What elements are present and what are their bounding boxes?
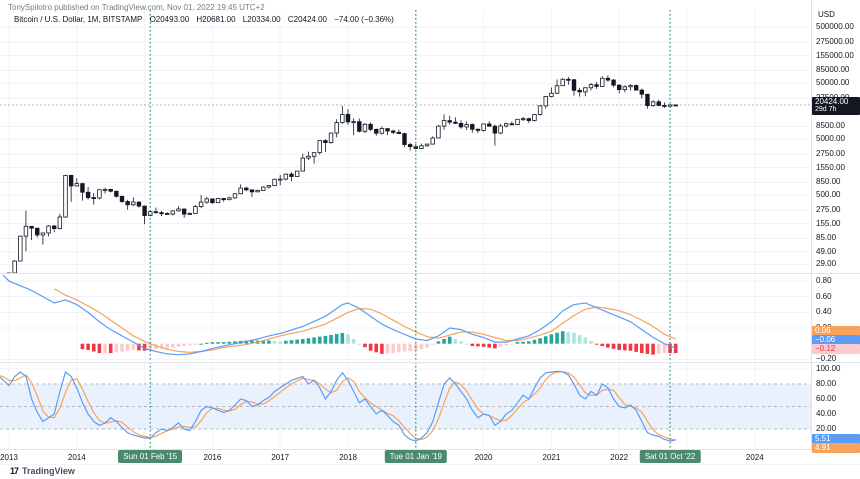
price-tick-label: 500000.00 [816, 22, 854, 32]
ohlc-close: C20424.00 [287, 15, 327, 24]
event-date-badge: Sun 01 Feb '15 [118, 450, 183, 463]
event-date-badge: Tue 01 Jan '19 [384, 450, 447, 463]
year-label-2018: 2018 [339, 453, 357, 462]
price-tick-label: 1550.00 [816, 162, 845, 172]
bar-countdown: 29d 7h [815, 106, 837, 113]
symbol-name: Bitcoin / U.S. Dollar, 1M, BITSTAMP [14, 15, 143, 24]
macd-tick-label: 0.40 [816, 307, 832, 317]
last-price-value: 20424.00 [815, 97, 849, 106]
macd-signal-value-badge: 0.06 [812, 326, 860, 336]
stoch-k-value-badge: 5.51 [812, 434, 860, 444]
price-tick-label: 155000.00 [816, 50, 854, 60]
price-tick-label: 500.00 [816, 190, 841, 200]
macd-signal-line [53, 288, 676, 353]
macd-pane [2, 275, 678, 356]
price-tick-label: 5000.00 [816, 134, 845, 144]
macd-tick-label: −0.20 [816, 354, 837, 364]
price-tick-label: 49.00 [816, 246, 837, 256]
stoch-tick-label: 100.00 [816, 364, 841, 373]
year-label-2014: 2014 [67, 453, 86, 462]
price-tick-label: 8500.00 [816, 121, 845, 131]
year-label-2022: 2022 [610, 453, 629, 462]
tradingview-logo-text: TradingView [22, 466, 75, 476]
pane-separators [0, 0, 860, 465]
price-tick-label: 155.00 [816, 218, 841, 228]
last-price-badge: 20424.00 29d 7h [812, 97, 860, 115]
price-axis-currency-label: USD [818, 10, 835, 19]
price-tick-label: 29.00 [816, 259, 837, 269]
stoch-rsi-pane [0, 370, 811, 442]
stoch-tick-label: 20.00 [816, 424, 837, 433]
stoch-d-value-badge: 4.91 [812, 443, 860, 453]
price-tick-label: 85.00 [816, 233, 837, 243]
price-tick-label: 275.00 [816, 204, 841, 214]
stoch-tick-label: 80.00 [816, 379, 837, 388]
event-marker-lines [149, 10, 671, 450]
year-label-2013: 2013 [0, 453, 18, 462]
symbol-info-bar: Bitcoin / U.S. Dollar, 1M, BITSTAMP O204… [14, 15, 399, 24]
macd-hist-value-badge: −0.12 [812, 344, 860, 354]
stoch-tick-label: 40.00 [816, 409, 837, 418]
stoch-k-line [0, 370, 676, 442]
price-tick-label: 2750.00 [816, 148, 845, 158]
price-tick-label: 275000.00 [816, 36, 854, 46]
attribution-text: TonySpilotro published on TradingView.co… [8, 3, 265, 12]
macd-tick-label: 0.60 [816, 291, 832, 301]
ohlc-low: L20334.00 [242, 15, 281, 24]
year-label-2021: 2021 [542, 453, 561, 462]
year-label-2016: 2016 [203, 453, 222, 462]
year-label-2024: 2024 [745, 453, 764, 462]
ohlc-open: O20493.00 [149, 15, 190, 24]
tradingview-logo[interactable]: 17 TradingView [10, 466, 75, 476]
price-change: −74.00 (−0.36%) [334, 15, 394, 24]
event-date-badge: Sat 01 Oct '22 [639, 450, 701, 463]
grid-lines [0, 10, 811, 450]
price-tick-label: 850.00 [816, 177, 841, 187]
stoch-tick-label: 60.00 [816, 394, 837, 403]
macd-line [2, 275, 676, 356]
macd-tick-label: 0.80 [816, 276, 832, 286]
macd-line-value-badge: −0.06 [812, 335, 860, 345]
tradingview-logo-icon: 17 [10, 466, 19, 476]
price-tick-label: 85000.00 [816, 65, 850, 75]
ohlc-high: H20681.00 [196, 15, 236, 24]
candlestick-series [0, 75, 811, 273]
year-label-2020: 2020 [474, 453, 493, 462]
price-tick-label: 50000.00 [816, 78, 850, 88]
year-label-2017: 2017 [271, 453, 290, 462]
